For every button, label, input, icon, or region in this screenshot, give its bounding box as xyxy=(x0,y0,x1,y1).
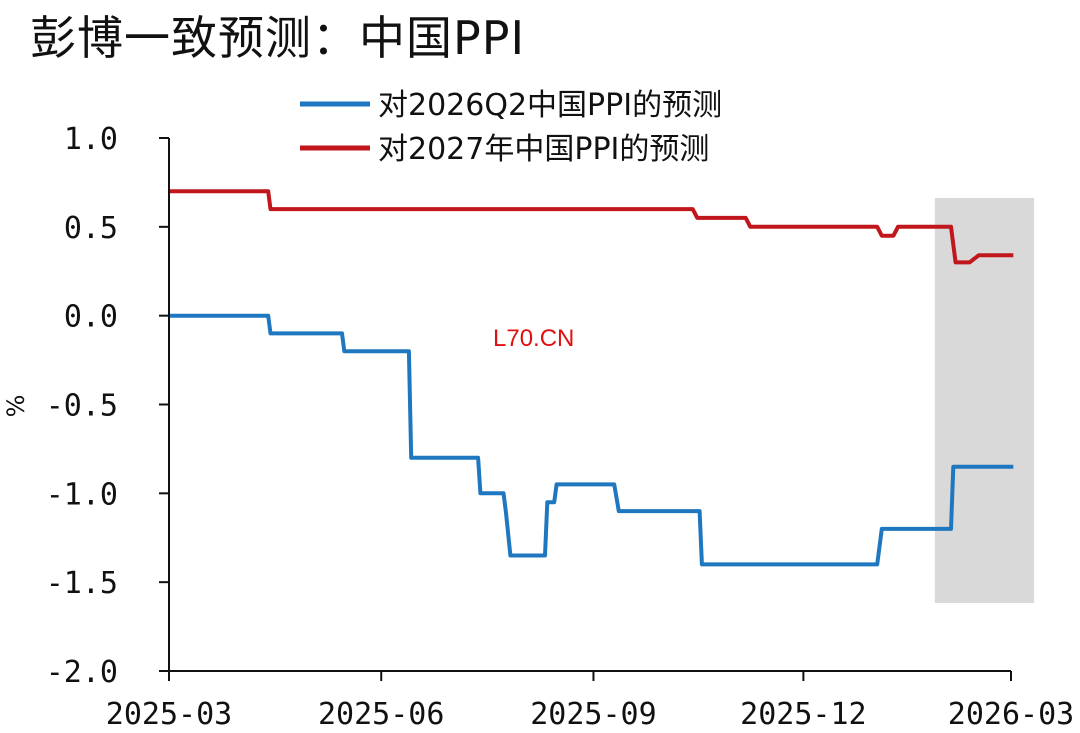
y-tick-label: -1.0 xyxy=(46,477,118,512)
y-tick-label: -0.5 xyxy=(46,389,118,424)
legend-label-1: 对2026Q2中国PPI的预测 xyxy=(378,88,722,123)
x-tick-label: 2025-06 xyxy=(318,697,444,732)
x-tick-label: 2025-09 xyxy=(530,697,656,732)
axes: 1.0 0.5 0.0 -0.5 -1.0 -1.5 -2.0 2025-03 2025-06 2… xyxy=(46,122,1074,732)
x-tick-label: 2025-12 xyxy=(740,697,866,732)
y-tick-label: 1.0 xyxy=(64,122,118,157)
y-tick-label: -2.0 xyxy=(46,655,118,690)
watermark-text: L70.CN xyxy=(493,325,574,352)
y-tick-label: 0.5 xyxy=(64,211,118,246)
y-tick-label: 0.0 xyxy=(64,300,118,335)
series-line-2 xyxy=(169,189,1014,265)
x-tick-label: 2026-03 xyxy=(948,697,1074,732)
y-tick-label: -1.5 xyxy=(46,566,118,601)
legend-label-2: 对2027年中国PPI的预测 xyxy=(378,132,709,167)
highlight-region xyxy=(934,198,1035,603)
y-axis-label: % xyxy=(2,395,30,418)
x-tick-label: 2025-03 xyxy=(106,697,232,732)
series-lines xyxy=(169,189,1014,567)
series-line-1 xyxy=(169,313,1014,567)
chart-title: 彭博一致预测：中国PPI xyxy=(30,11,526,65)
